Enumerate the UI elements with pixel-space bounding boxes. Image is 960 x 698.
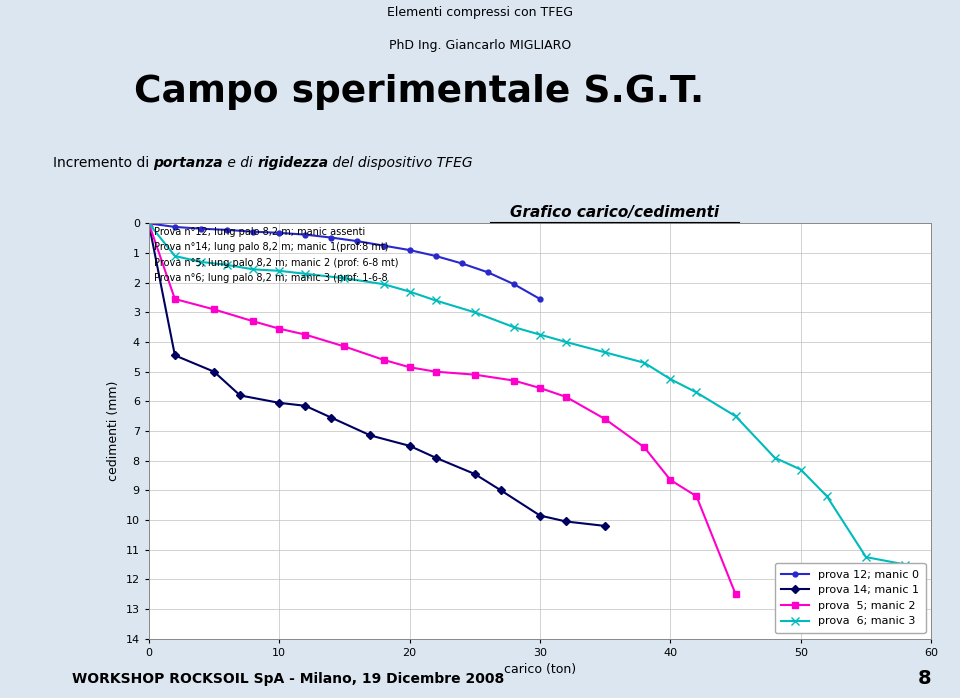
Text: Prova n°5; lung palo 8,2 m; manic 2 (prof: 6-8 mt): Prova n°5; lung palo 8,2 m; manic 2 (pro… bbox=[154, 258, 398, 267]
prova  5; manic 2 bbox=[143, 219, 155, 228]
prova  5; manic 2 bbox=[404, 363, 416, 371]
prova  5; manic 2 bbox=[508, 376, 519, 385]
prova  5; manic 2 bbox=[469, 371, 481, 379]
Text: Elementi compressi con TFEG: Elementi compressi con TFEG bbox=[387, 6, 573, 19]
prova 12; manic 0 bbox=[430, 252, 442, 260]
prova 14; manic 1 bbox=[325, 413, 337, 422]
prova 12; manic 0 bbox=[221, 225, 232, 234]
prova  6; manic 3 bbox=[561, 338, 572, 346]
prova 12; manic 0 bbox=[404, 246, 416, 254]
prova 12; manic 0 bbox=[274, 229, 285, 237]
Line: prova 14; manic 1: prova 14; manic 1 bbox=[146, 221, 609, 529]
prova  6; manic 3 bbox=[469, 309, 481, 317]
prova 12; manic 0 bbox=[325, 233, 337, 242]
Text: Incremento di: Incremento di bbox=[53, 156, 154, 170]
prova 12; manic 0 bbox=[377, 242, 390, 250]
Text: portanza: portanza bbox=[154, 156, 223, 170]
Text: Prova n°12; lung palo 8,2 m; manic assenti: Prova n°12; lung palo 8,2 m; manic assen… bbox=[154, 227, 365, 237]
prova  6; manic 3 bbox=[599, 348, 611, 357]
prova  6; manic 3 bbox=[860, 553, 872, 561]
prova 14; manic 1 bbox=[599, 522, 611, 530]
prova  6; manic 3 bbox=[169, 252, 180, 260]
prova  5; manic 2 bbox=[730, 590, 741, 598]
prova  6; manic 3 bbox=[430, 297, 442, 305]
X-axis label: carico (ton): carico (ton) bbox=[504, 663, 576, 676]
prova  6; manic 3 bbox=[339, 274, 350, 283]
Line: prova  6; manic 3: prova 6; manic 3 bbox=[145, 219, 909, 569]
Y-axis label: cedimenti (mm): cedimenti (mm) bbox=[108, 381, 120, 481]
Text: Prova n°14; lung palo 8,2 m; manic 1(prof:8 mt): Prova n°14; lung palo 8,2 m; manic 1(pro… bbox=[154, 242, 388, 252]
prova 14; manic 1 bbox=[365, 431, 376, 440]
prova  6; manic 3 bbox=[300, 269, 311, 278]
prova 12; manic 0 bbox=[482, 268, 493, 276]
prova  5; manic 2 bbox=[248, 317, 259, 325]
prova 12; manic 0 bbox=[248, 228, 259, 236]
prova 14; manic 1 bbox=[404, 442, 416, 450]
prova 14; manic 1 bbox=[534, 512, 545, 520]
prova  6; manic 3 bbox=[769, 454, 780, 462]
prova  5; manic 2 bbox=[208, 305, 220, 313]
prova  6; manic 3 bbox=[274, 267, 285, 275]
prova 14; manic 1 bbox=[495, 487, 507, 495]
prova  5; manic 2 bbox=[377, 356, 390, 364]
prova  5; manic 2 bbox=[599, 415, 611, 423]
prova 14; manic 1 bbox=[469, 470, 481, 478]
Text: e di: e di bbox=[223, 156, 257, 170]
prova 14; manic 1 bbox=[274, 399, 285, 407]
prova 14; manic 1 bbox=[143, 219, 155, 228]
prova 14; manic 1 bbox=[430, 454, 442, 462]
prova  6; manic 3 bbox=[248, 265, 259, 274]
prova 12; manic 0 bbox=[508, 280, 519, 288]
prova  6; manic 3 bbox=[900, 560, 911, 569]
prova  6; manic 3 bbox=[143, 219, 155, 228]
Text: 8: 8 bbox=[918, 669, 931, 688]
prova 12; manic 0 bbox=[456, 259, 468, 267]
prova  6; manic 3 bbox=[690, 388, 702, 396]
Text: del dispositivo TFEG: del dispositivo TFEG bbox=[328, 156, 473, 170]
prova 14; manic 1 bbox=[300, 401, 311, 410]
prova  6; manic 3 bbox=[664, 375, 676, 383]
prova  5; manic 2 bbox=[300, 330, 311, 339]
prova 12; manic 0 bbox=[534, 295, 545, 303]
Text: Prova n°6; lung palo 8,2 m; manic 3 (prof: 1-6-8: Prova n°6; lung palo 8,2 m; manic 3 (pro… bbox=[154, 273, 387, 283]
prova  6; manic 3 bbox=[377, 280, 390, 288]
Text: Campo sperimentale S.G.T.: Campo sperimentale S.G.T. bbox=[134, 74, 705, 110]
Text: WORKSHOP ROCKSOIL SpA - Milano, 19 Dicembre 2008: WORKSHOP ROCKSOIL SpA - Milano, 19 Dicem… bbox=[72, 671, 504, 686]
prova 14; manic 1 bbox=[234, 391, 246, 399]
prova 12; manic 0 bbox=[300, 230, 311, 239]
prova  6; manic 3 bbox=[730, 412, 741, 420]
prova  5; manic 2 bbox=[430, 368, 442, 376]
prova 14; manic 1 bbox=[208, 368, 220, 376]
prova 12; manic 0 bbox=[351, 237, 363, 246]
prova  5; manic 2 bbox=[169, 295, 180, 303]
prova 12; manic 0 bbox=[169, 223, 180, 231]
Text: Grafico carico/cedimenti: Grafico carico/cedimenti bbox=[510, 205, 719, 220]
prova  5; manic 2 bbox=[690, 492, 702, 500]
prova  6; manic 3 bbox=[508, 323, 519, 332]
prova  5; manic 2 bbox=[664, 476, 676, 484]
prova  5; manic 2 bbox=[274, 325, 285, 333]
prova  6; manic 3 bbox=[534, 330, 545, 339]
prova  6; manic 3 bbox=[221, 261, 232, 269]
prova 12; manic 0 bbox=[195, 225, 206, 233]
prova  5; manic 2 bbox=[339, 342, 350, 350]
prova  6; manic 3 bbox=[795, 466, 806, 474]
prova  6; manic 3 bbox=[821, 492, 832, 500]
Line: prova 12; manic 0: prova 12; manic 0 bbox=[146, 221, 542, 302]
Text: rigidezza: rigidezza bbox=[257, 156, 328, 170]
Line: prova  5; manic 2: prova 5; manic 2 bbox=[145, 220, 739, 597]
prova 14; manic 1 bbox=[561, 517, 572, 526]
prova  6; manic 3 bbox=[404, 288, 416, 296]
prova  5; manic 2 bbox=[561, 393, 572, 401]
prova 14; manic 1 bbox=[169, 351, 180, 359]
Text: PhD Ing. Giancarlo MIGLIARO: PhD Ing. Giancarlo MIGLIARO bbox=[389, 39, 571, 52]
prova  5; manic 2 bbox=[638, 443, 650, 452]
prova 12; manic 0 bbox=[143, 219, 155, 228]
prova  6; manic 3 bbox=[195, 258, 206, 266]
prova  6; manic 3 bbox=[638, 359, 650, 367]
Legend: prova 12; manic 0, prova 14; manic 1, prova  5; manic 2, prova  6; manic 3: prova 12; manic 0, prova 14; manic 1, pr… bbox=[775, 563, 925, 633]
prova  5; manic 2 bbox=[534, 384, 545, 392]
